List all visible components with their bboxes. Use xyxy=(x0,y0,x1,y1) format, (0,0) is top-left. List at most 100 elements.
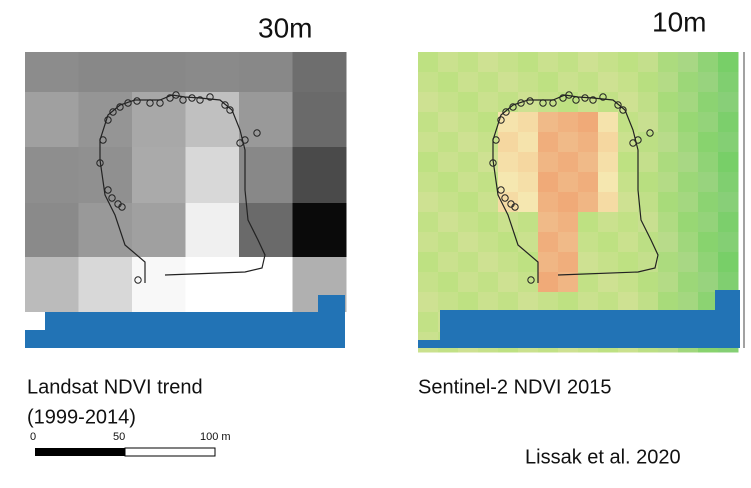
raster-cell xyxy=(578,52,599,73)
raster-cell xyxy=(718,92,739,113)
raster-cell xyxy=(678,172,699,193)
raster-cell xyxy=(438,272,459,293)
figure: 30m 10m Landsat NDVI trend (1999-2014) S… xyxy=(0,0,751,483)
raster-cell xyxy=(578,232,599,253)
raster-cell xyxy=(132,52,186,93)
raster-cell xyxy=(79,203,133,258)
raster-cell xyxy=(698,112,719,133)
raster-cell xyxy=(578,252,599,273)
raster-cell xyxy=(618,192,639,213)
raster-cell xyxy=(79,257,133,313)
raster-cell xyxy=(458,132,479,153)
raster-cell xyxy=(638,112,659,133)
caption: (1999-2014) xyxy=(27,406,136,428)
raster-cell xyxy=(458,192,479,213)
raster-cell xyxy=(658,52,679,73)
raster-cell xyxy=(718,272,739,293)
raster-cell xyxy=(458,52,479,73)
raster-cell xyxy=(478,72,499,93)
raster-cell xyxy=(698,172,719,193)
raster-cell xyxy=(418,92,439,113)
raster-cell xyxy=(438,172,459,193)
raster-cell xyxy=(458,232,479,253)
raster-cell xyxy=(638,72,659,93)
raster-cell xyxy=(538,52,559,73)
raster-cell xyxy=(678,152,699,173)
raster-cell xyxy=(438,92,459,113)
scale-bar xyxy=(35,448,125,456)
raster-cell xyxy=(418,152,439,173)
raster-cell xyxy=(518,232,539,253)
raster-cell xyxy=(498,232,519,253)
raster-cell xyxy=(638,272,659,293)
raster-cell xyxy=(578,192,599,213)
raster-cell xyxy=(598,192,619,213)
raster-cell xyxy=(239,257,293,313)
raster-cell xyxy=(578,152,599,173)
raster-cell xyxy=(678,112,699,133)
scale-label: 0 xyxy=(30,431,36,443)
raster-cell xyxy=(538,232,559,253)
raster-cell xyxy=(25,203,79,258)
raster-cell xyxy=(658,132,679,153)
raster-cell xyxy=(558,172,579,193)
raster-cell xyxy=(538,212,559,233)
raster-cell xyxy=(578,172,599,193)
raster-cell xyxy=(418,232,439,253)
raster-cell xyxy=(658,252,679,273)
raster-cell xyxy=(578,272,599,293)
raster-cell xyxy=(538,112,559,133)
raster-cell xyxy=(418,292,439,313)
raster-cell xyxy=(239,52,293,93)
raster-cell xyxy=(678,272,699,293)
raster-cell xyxy=(458,92,479,113)
raster-cell xyxy=(418,132,439,153)
raster-cell xyxy=(598,132,619,153)
raster-cell xyxy=(578,212,599,233)
raster-cell xyxy=(418,72,439,93)
raster-cell xyxy=(618,52,639,73)
raster-cell xyxy=(478,152,499,173)
raster-cell xyxy=(698,212,719,233)
raster-cell xyxy=(578,132,599,153)
raster-cell xyxy=(518,112,539,133)
scale-label: 50 xyxy=(113,431,125,443)
raster-cell xyxy=(538,72,559,93)
raster-cell xyxy=(618,172,639,193)
raster-cell xyxy=(478,272,499,293)
raster-cell xyxy=(558,252,579,273)
raster-cell xyxy=(678,212,699,233)
raster-cell xyxy=(718,72,739,93)
raster-cell xyxy=(478,292,499,313)
raster-cell xyxy=(438,152,459,173)
raster-cell xyxy=(718,152,739,173)
raster-cell xyxy=(293,203,347,258)
raster-cell xyxy=(658,112,679,133)
raster-cell xyxy=(186,203,240,258)
raster-cell xyxy=(718,212,739,233)
raster-cell xyxy=(618,292,639,313)
raster-cell xyxy=(578,292,599,313)
raster-cell xyxy=(538,172,559,193)
raster-cell xyxy=(678,92,699,113)
raster-cell xyxy=(478,252,499,273)
raster-cell xyxy=(293,52,347,93)
raster-cell xyxy=(132,147,186,204)
raster-cell xyxy=(558,212,579,233)
raster-cell xyxy=(478,232,499,253)
raster-cell xyxy=(418,112,439,133)
raster-cell xyxy=(418,212,439,233)
raster-cell xyxy=(618,212,639,233)
raster-cell xyxy=(438,212,459,233)
raster-cell xyxy=(718,52,739,73)
raster-cell xyxy=(538,92,559,113)
raster-cell xyxy=(438,232,459,253)
raster-cell xyxy=(558,152,579,173)
raster-cell xyxy=(558,132,579,153)
raster-cell xyxy=(293,92,347,148)
raster-cell xyxy=(638,172,659,193)
raster-cell xyxy=(458,252,479,273)
raster-cell xyxy=(25,92,79,148)
resolution-label: 30m xyxy=(258,12,312,43)
raster-cell xyxy=(538,152,559,173)
